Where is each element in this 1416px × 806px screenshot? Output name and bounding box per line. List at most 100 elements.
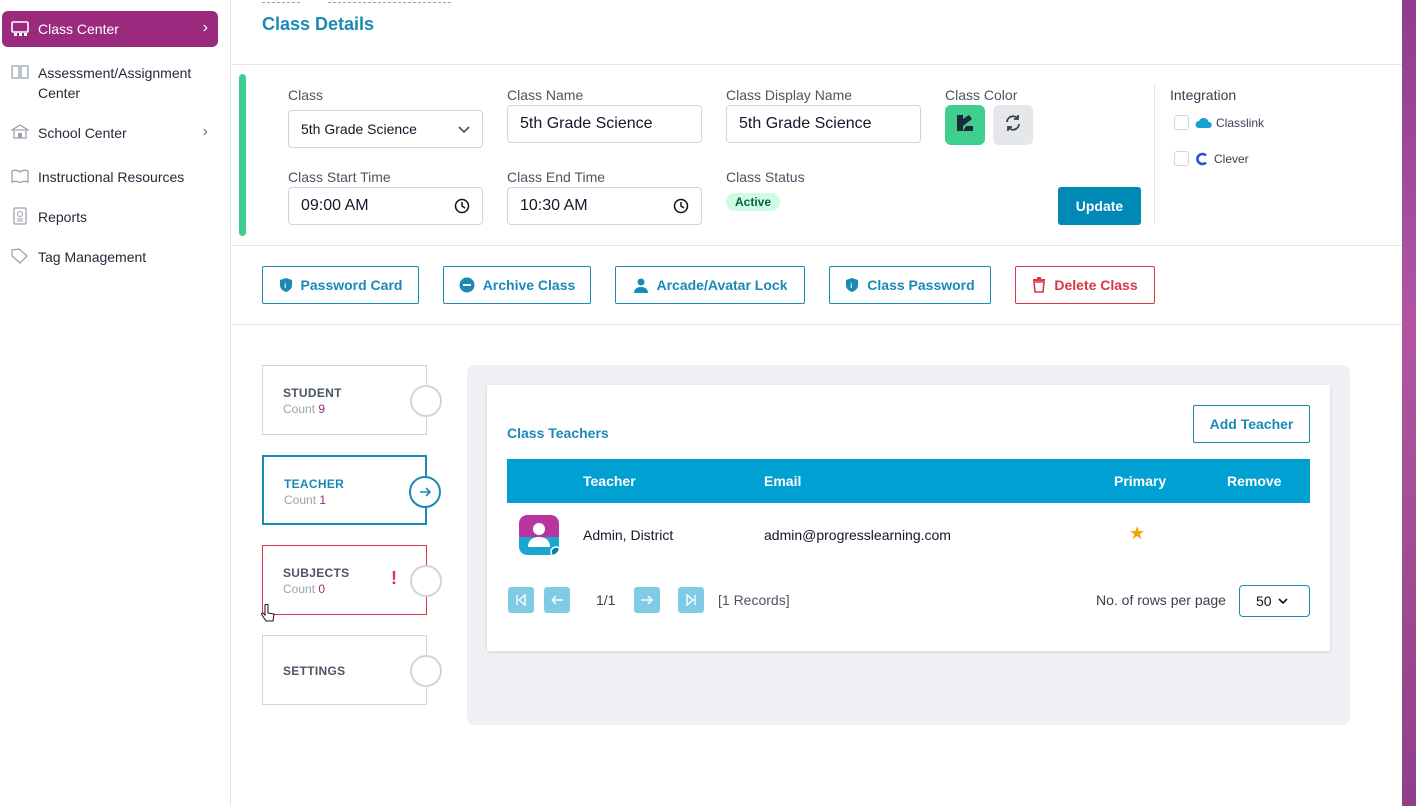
start-time-value: 09:00 AM bbox=[301, 197, 369, 214]
reset-color-button[interactable] bbox=[993, 105, 1033, 145]
sidebar-item-school-center[interactable]: School Center › bbox=[2, 123, 218, 143]
delete-class-label: Delete Class bbox=[1054, 277, 1138, 293]
shield-icon: i bbox=[279, 277, 293, 293]
rows-per-page-value: 50 bbox=[1256, 593, 1272, 609]
status-badge: Active bbox=[726, 193, 781, 211]
arrow-right-icon bbox=[640, 594, 654, 606]
rows-per-page-select[interactable]: 50 bbox=[1239, 585, 1310, 617]
chevron-down-icon bbox=[1278, 597, 1288, 605]
step-title: SUBJECTS bbox=[283, 566, 350, 580]
color-picker-button[interactable] bbox=[945, 105, 985, 145]
clever-checkbox[interactable] bbox=[1174, 151, 1189, 166]
sidebar-item-instructional-resources[interactable]: Instructional Resources bbox=[2, 167, 218, 187]
sidebar-item-label: Tag Management bbox=[38, 249, 147, 265]
arrow-left-icon bbox=[550, 594, 564, 606]
class-color-accent bbox=[239, 74, 246, 236]
teachers-card: Class Teachers Add Teacher Teacher Email… bbox=[487, 385, 1330, 651]
user-icon bbox=[633, 277, 649, 293]
clever-label: Clever bbox=[1214, 151, 1249, 166]
step-title: SETTINGS bbox=[283, 664, 346, 678]
class-name-label: Class Name bbox=[507, 87, 584, 103]
divider bbox=[232, 324, 1402, 325]
class-select-value: 5th Grade Science bbox=[301, 121, 417, 137]
archive-class-label: Archive Class bbox=[482, 277, 576, 293]
clock-icon bbox=[673, 198, 689, 217]
teachers-panel: Class Teachers Add Teacher Teacher Email… bbox=[467, 365, 1350, 725]
step-title: STUDENT bbox=[283, 386, 342, 400]
clock-icon bbox=[454, 198, 470, 217]
class-select[interactable]: 5th Grade Science bbox=[288, 110, 483, 148]
divider bbox=[232, 245, 1402, 246]
class-name-value: 5th Grade Science bbox=[520, 115, 653, 132]
arcade-avatar-lock-label: Arcade/Avatar Lock bbox=[656, 277, 788, 293]
integration-clever[interactable]: Clever bbox=[1174, 151, 1249, 166]
class-start-time-input[interactable]: 09:00 AM bbox=[288, 187, 483, 225]
table-header: Teacher Email Primary Remove bbox=[507, 459, 1310, 503]
pagination: 1/1 [1 Records] No. of rows per page 50 bbox=[507, 585, 1310, 617]
update-button[interactable]: Update bbox=[1058, 187, 1141, 225]
sidebar-item-reports[interactable]: Reports bbox=[2, 207, 218, 227]
end-time-value: 10:30 AM bbox=[520, 197, 588, 214]
main-content: Class Details Class 5th Grade Science Cl… bbox=[232, 0, 1402, 806]
classroom-icon bbox=[10, 20, 30, 38]
delete-class-button[interactable]: Delete Class bbox=[1015, 266, 1155, 304]
tab-indicator bbox=[328, 2, 451, 3]
prev-page-button[interactable] bbox=[544, 587, 570, 613]
chevron-right-icon: › bbox=[202, 19, 208, 36]
school-icon bbox=[10, 123, 30, 141]
book-icon bbox=[10, 63, 30, 81]
step-student[interactable]: STUDENT Count 9 bbox=[262, 365, 442, 435]
divider bbox=[1154, 84, 1155, 224]
column-header: Remove bbox=[1227, 473, 1282, 489]
rows-per-page-label: No. of rows per page bbox=[1096, 592, 1226, 608]
open-book-icon bbox=[10, 167, 30, 185]
next-page-button[interactable] bbox=[634, 587, 660, 613]
sidebar-item-label: Class Center bbox=[38, 21, 119, 37]
classlink-checkbox[interactable] bbox=[1174, 115, 1189, 130]
step-teacher[interactable]: TEACHER Count 1 bbox=[262, 455, 441, 525]
integration-title: Integration bbox=[1170, 87, 1237, 103]
add-teacher-button[interactable]: Add Teacher bbox=[1193, 405, 1310, 443]
class-display-name-label: Class Display Name bbox=[726, 87, 853, 103]
step-circle bbox=[410, 655, 442, 687]
divider bbox=[232, 64, 1402, 65]
class-end-time-input[interactable]: 10:30 AM bbox=[507, 187, 702, 225]
teacher-email: admin@progresslearning.com bbox=[764, 527, 951, 543]
step-count: Count 0 bbox=[283, 582, 326, 596]
sidebar-item-tag-management[interactable]: Tag Management bbox=[2, 247, 218, 267]
step-circle bbox=[410, 565, 442, 597]
sidebar-item-class-center[interactable]: Class Center › bbox=[2, 11, 218, 47]
last-page-button[interactable] bbox=[678, 587, 704, 613]
sidebar-item-assessment[interactable]: Assessment/Assignment Center bbox=[2, 63, 218, 103]
archive-class-button[interactable]: Archive Class bbox=[443, 266, 591, 304]
refresh-icon bbox=[1004, 114, 1022, 137]
svg-text:i: i bbox=[851, 283, 853, 290]
minus-circle-icon bbox=[459, 277, 475, 293]
first-page-button[interactable] bbox=[508, 587, 534, 613]
page-indicator: 1/1 bbox=[596, 592, 616, 608]
svg-text:i: i bbox=[284, 283, 286, 290]
class-password-label: Class Password bbox=[867, 277, 975, 293]
password-card-button[interactable]: i Password Card bbox=[262, 266, 419, 304]
class-display-name-input[interactable]: 5th Grade Science bbox=[726, 105, 921, 143]
shield-icon: i bbox=[845, 277, 859, 293]
step-subjects[interactable]: SUBJECTS Count 0 ! bbox=[262, 545, 442, 615]
report-icon bbox=[10, 207, 30, 225]
step-circle bbox=[410, 385, 442, 417]
step-title: TEACHER bbox=[284, 477, 345, 491]
tab-indicator bbox=[262, 2, 300, 3]
sidebar: Class Center › Assessment/Assignment Cen… bbox=[0, 0, 231, 806]
arcade-avatar-lock-button[interactable]: Arcade/Avatar Lock bbox=[615, 266, 805, 304]
sidebar-item-label: Instructional Resources bbox=[38, 169, 185, 185]
class-name-input[interactable]: 5th Grade Science bbox=[507, 105, 702, 143]
tag-icon bbox=[10, 247, 30, 265]
column-header: Email bbox=[764, 473, 802, 489]
star-icon[interactable]: ★ bbox=[1129, 523, 1146, 543]
avatar bbox=[519, 515, 559, 555]
arrow-right-icon bbox=[409, 476, 441, 508]
class-password-button[interactable]: i Class Password bbox=[829, 266, 991, 304]
step-settings[interactable]: SETTINGS bbox=[262, 635, 442, 705]
error-mark: ! bbox=[391, 568, 397, 588]
integration-classlink[interactable]: Classlink bbox=[1174, 115, 1264, 130]
classlink-label: Classlink bbox=[1216, 115, 1265, 130]
